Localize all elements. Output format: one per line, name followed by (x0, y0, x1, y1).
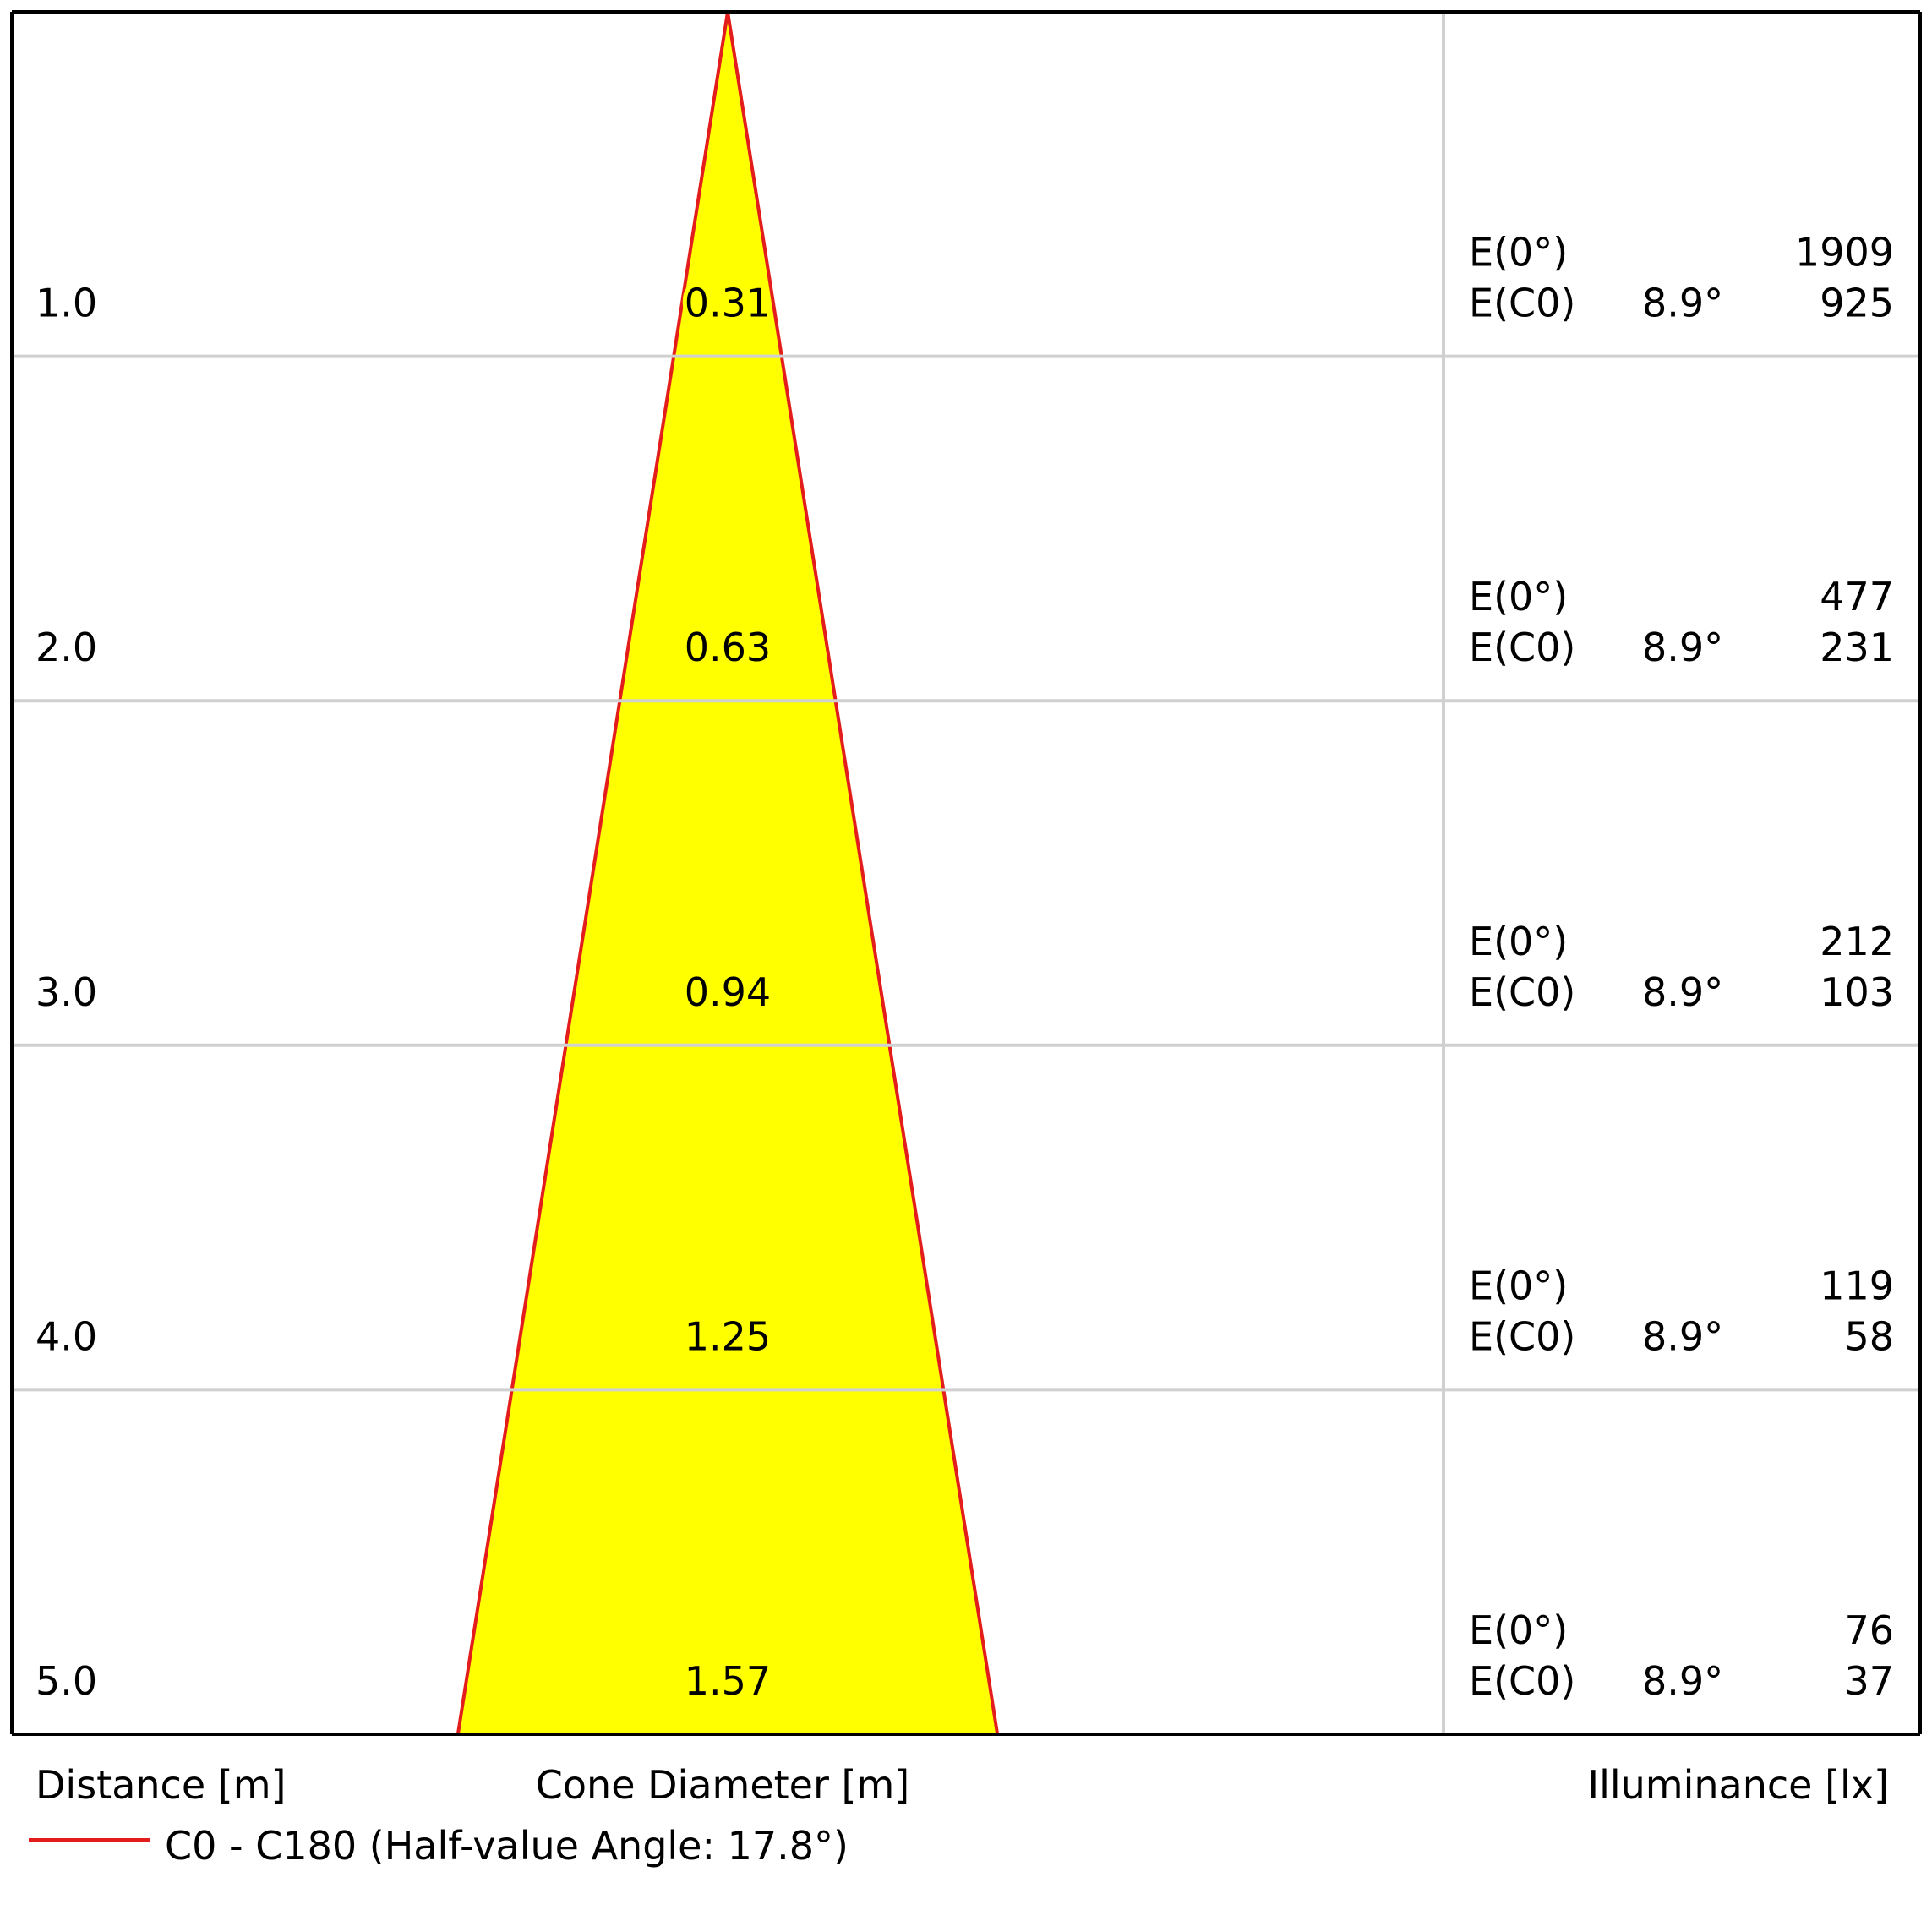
cone-diameter-label: 1.25 (685, 1313, 771, 1359)
ec0-angle: 8.9° (1642, 1313, 1723, 1359)
cone-diameter-label: 0.94 (685, 969, 771, 1015)
ec0-value: 231 (1820, 625, 1894, 670)
grid-lines (10, 10, 1922, 1736)
ec0-value: 925 (1820, 281, 1894, 326)
ec0-value: 37 (1844, 1658, 1894, 1704)
ec0-angle: 8.9° (1642, 625, 1723, 670)
ec0-label: E(C0) (1469, 281, 1575, 326)
ec0-label: E(C0) (1469, 1313, 1575, 1359)
ec0-angle: 8.9° (1642, 969, 1723, 1015)
ec0-value: 103 (1820, 969, 1894, 1015)
illuminance-axis-label: Illuminance [lx] (1588, 1762, 1889, 1808)
e0-value: 76 (1844, 1607, 1894, 1653)
distance-tick-label: 2.0 (35, 625, 97, 670)
distance-tick-label: 1.0 (35, 281, 97, 326)
ec0-value: 58 (1844, 1313, 1894, 1359)
e0-label: E(0°) (1469, 1607, 1568, 1653)
e0-value: 212 (1820, 919, 1894, 964)
cone-diameter-label: 0.31 (685, 281, 771, 326)
ec0-label: E(C0) (1469, 969, 1575, 1015)
e0-value: 1909 (1795, 230, 1894, 276)
ec0-label: E(C0) (1469, 625, 1575, 670)
distance-tick-label: 3.0 (35, 969, 97, 1015)
e0-label: E(0°) (1469, 230, 1568, 276)
e0-label: E(0°) (1469, 919, 1568, 964)
ec0-label: E(C0) (1469, 1658, 1575, 1704)
diameter-axis-label: Cone Diameter [m] (536, 1762, 909, 1808)
ec0-angle: 8.9° (1642, 281, 1723, 326)
cone-diameter-label: 0.63 (685, 625, 771, 670)
e0-label: E(0°) (1469, 1263, 1568, 1308)
e0-label: E(0°) (1469, 574, 1568, 619)
row-labels: 1.0 0.31 E(0°) 1909 E(C0) 8.9° 925 2.0 0.63 E(0°)… (35, 230, 1894, 1708)
distance-axis-label: Distance [m] (35, 1762, 286, 1808)
ec0-angle: 8.9° (1642, 1658, 1723, 1704)
distance-tick-label: 4.0 (35, 1313, 97, 1359)
e0-value: 119 (1820, 1263, 1894, 1308)
e0-value: 477 (1820, 574, 1894, 619)
distance-tick-label: 5.0 (35, 1658, 97, 1704)
cone-diameter-label: 1.57 (685, 1658, 771, 1704)
legend-label: C0 - C180 (Half-value Angle: 17.8°) (165, 1823, 849, 1869)
